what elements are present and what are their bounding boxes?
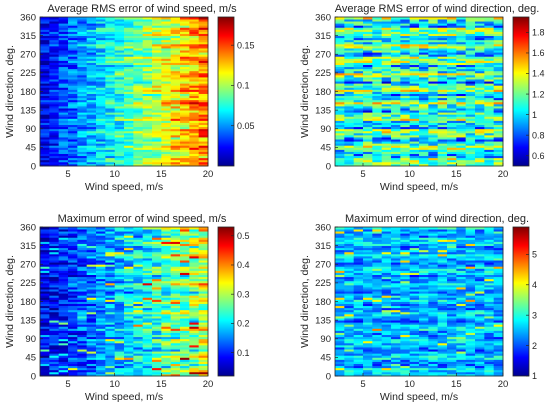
y-tick-label: 225 — [20, 68, 36, 79]
chart-panel-3: 5 10 15 20 0 45 90 135 180 225 270 315 360 Maximum er… — [4, 213, 250, 403]
y-axis-label: Wind direction, deg. — [4, 45, 16, 138]
colorbar-gradient — [218, 227, 234, 376]
colorbar-tick-label: 0.4 — [237, 260, 250, 270]
y-tick-label: 135 — [20, 105, 36, 116]
heatmap-cells — [335, 17, 503, 166]
heatmap-cells — [335, 227, 503, 376]
y-tick-label: 90 — [320, 124, 331, 135]
colorbar-tick-label: 0.2 — [237, 319, 250, 329]
colorbar: 0.1 0.2 0.3 0.4 0.5 — [218, 227, 250, 376]
y-tick-label: 180 — [20, 297, 36, 308]
colorbar-tick-label: 0.3 — [237, 289, 250, 299]
y-tick-label: 270 — [20, 50, 36, 61]
x-tick-label: 20 — [498, 169, 509, 180]
colorbar-tick-label: 1.6 — [532, 48, 545, 58]
chart-panel-2: 5 10 15 20 0 45 90 135 180 225 270 315 360 Average RM… — [299, 3, 545, 193]
x-tick-label: 10 — [109, 169, 120, 180]
y-axis-label: Wind direction, deg. — [4, 255, 16, 348]
x-tick-label: 20 — [203, 169, 214, 180]
heatmap-cells — [40, 227, 208, 376]
x-tick-label: 5 — [65, 169, 70, 180]
x-axis-label: Wind speed, m/s — [380, 181, 458, 193]
y-tick-label: 225 — [315, 68, 331, 79]
x-tick-label: 15 — [451, 169, 462, 180]
y-tick-label: 135 — [315, 105, 331, 116]
colorbar-tick-label: 0.5 — [237, 231, 250, 241]
y-tick-label: 45 — [320, 143, 331, 154]
y-tick-label: 0 — [326, 161, 331, 172]
x-tick-label: 20 — [203, 379, 214, 390]
x-tick-label: 10 — [404, 169, 415, 180]
x-axis-label: Wind speed, m/s — [85, 181, 163, 193]
colorbar-tick-label: 0.05 — [237, 121, 255, 131]
colorbar: 0.05 0.1 0.15 — [218, 17, 255, 166]
chart-title: Average RMS error of wind direction, deg… — [335, 3, 540, 15]
chart-title: Maximum error of wind speed, m/s — [58, 213, 227, 225]
x-tick-label: 15 — [156, 169, 167, 180]
y-tick-label: 360 — [20, 222, 36, 233]
y-tick-label: 180 — [20, 87, 36, 98]
y-tick-label: 180 — [315, 87, 331, 98]
chart-title: Average RMS error of wind speed, m/s — [47, 3, 237, 15]
y-tick-label: 360 — [20, 12, 36, 23]
y-tick-label: 45 — [25, 353, 36, 364]
colorbar-tick-label: 0.6 — [532, 151, 545, 161]
y-tick-label: 0 — [31, 161, 36, 172]
colorbar-tick-label: 0.1 — [237, 348, 250, 358]
y-tick-label: 315 — [315, 31, 331, 42]
y-axis-label: Wind direction, deg. — [299, 45, 311, 138]
y-tick-label: 270 — [20, 260, 36, 271]
y-tick-label: 135 — [20, 315, 36, 326]
x-tick-label: 15 — [156, 379, 167, 390]
colorbar-tick-label: 1 — [532, 110, 537, 120]
y-tick-label: 360 — [315, 12, 331, 23]
y-tick-label: 90 — [25, 334, 36, 345]
colorbar-gradient — [513, 17, 529, 166]
colorbar-tick-label: 0.1 — [237, 81, 250, 91]
y-tick-label: 0 — [31, 371, 36, 382]
x-axis-label: Wind speed, m/s — [85, 391, 163, 403]
heatmap-cells — [40, 17, 208, 166]
y-tick-label: 45 — [25, 143, 36, 154]
x-tick-label: 5 — [65, 379, 70, 390]
x-tick-label: 5 — [360, 169, 365, 180]
y-tick-label: 225 — [20, 278, 36, 289]
colorbar-gradient — [218, 17, 234, 166]
y-tick-label: 90 — [25, 124, 36, 135]
y-tick-label: 270 — [315, 50, 331, 61]
colorbar-tick-label: 1.2 — [532, 89, 545, 99]
y-tick-label: 315 — [20, 241, 36, 252]
y-tick-label: 315 — [20, 31, 36, 42]
chart-panel-1: 5 10 15 20 0 45 90 135 180 225 270 315 360 Average RM… — [4, 3, 255, 193]
colorbar-tick-label: 0.8 — [532, 130, 545, 140]
colorbar-tick-label: 1.4 — [532, 69, 545, 79]
x-tick-label: 10 — [109, 379, 120, 390]
colorbar-tick-label: 1.8 — [532, 28, 545, 38]
colorbar-tick-label: 0.15 — [237, 40, 255, 50]
colorbar: 0.6 0.8 1 1.2 1.4 1.6 1.8 — [513, 17, 545, 166]
